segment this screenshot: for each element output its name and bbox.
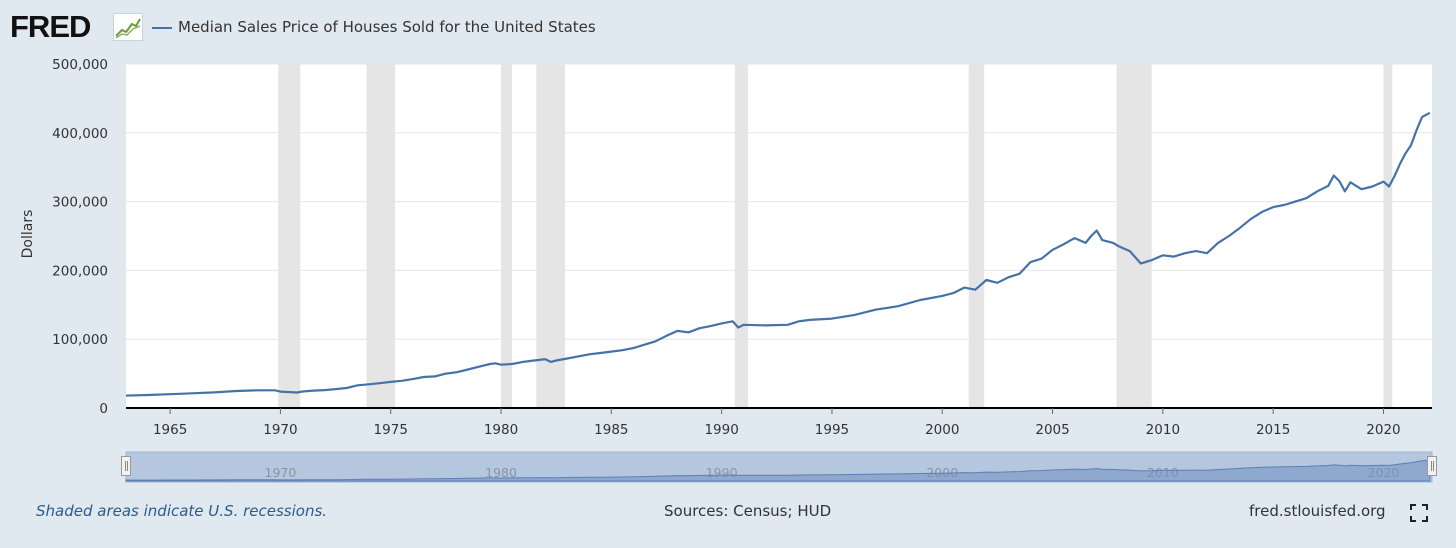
x-tick-label: 2015 [1256,422,1290,438]
recession-band-6 [1116,64,1152,408]
grid-lines [126,63,1432,340]
navigator-left-handle[interactable] [121,456,131,476]
fred-logo[interactable]: FRED [10,9,91,44]
series-line[interactable] [125,111,1431,397]
y-tick-label: 500,000 [52,57,108,73]
x-tick-label: 2000 [925,422,959,438]
source-text: Sources: Census; HUD [664,502,832,520]
x-tick-label: 1970 [263,422,297,438]
fullscreen-icon[interactable] [1410,504,1428,522]
x-tick-label: 1995 [815,422,849,438]
y-tick-label: 200,000 [52,263,108,279]
y-axis-title: Dollars [20,209,36,259]
recession-band-1 [366,64,396,408]
recession-band-5 [968,64,985,408]
x-tick-label: 1975 [374,422,408,438]
y-tick-label: 300,000 [52,195,108,211]
series-layer [125,111,1431,397]
navigator-tick-label: 1970 [265,465,297,480]
y-tick-label: 0 [99,401,108,417]
navigator-tick-label: 1980 [485,465,517,480]
x-tick-label: 1985 [594,422,628,438]
navigator-layer: 197019801990200020102020 [125,451,1433,483]
navigator-right-handle[interactable] [1427,456,1437,476]
x-tick-label: 1980 [484,422,518,438]
chart-header: FRED Median Sales Price of Houses Sold f… [0,0,1456,56]
y-tick-label: 100,000 [52,332,108,348]
trend-chart-icon [113,13,143,41]
x-tick-label: 2020 [1366,422,1400,438]
recession-band-0 [278,64,301,408]
x-tick-label: 1965 [153,422,187,438]
x-axis-ticks: 1965 1970 1975 1980 1985 1990 1995 2000 2005 2010… [126,407,1432,438]
recession-bands [278,64,1393,408]
x-tick-label: 1990 [704,422,738,438]
recession-band-4 [734,64,749,408]
recession-note: Shaded areas indicate U.S. recessions. [36,502,328,520]
x-tick-label: 2005 [1035,422,1069,438]
navigator-series-area [125,459,1431,482]
y-tick-label: 400,000 [52,126,108,142]
y-axis-ticks: 0 100,000 200,000 300,000 400,000 500,000 [52,57,108,417]
site-link[interactable]: fred.stlouisfed.org [1249,502,1386,520]
recession-band-3 [536,64,566,408]
plot-area [126,64,1432,408]
recession-band-2 [501,64,513,408]
recession-band-7 [1383,64,1393,408]
x-tick-label: 2010 [1146,422,1180,438]
legend-series-label: Median Sales Price of Houses Sold for th… [178,18,596,36]
legend-series-line [152,27,172,29]
